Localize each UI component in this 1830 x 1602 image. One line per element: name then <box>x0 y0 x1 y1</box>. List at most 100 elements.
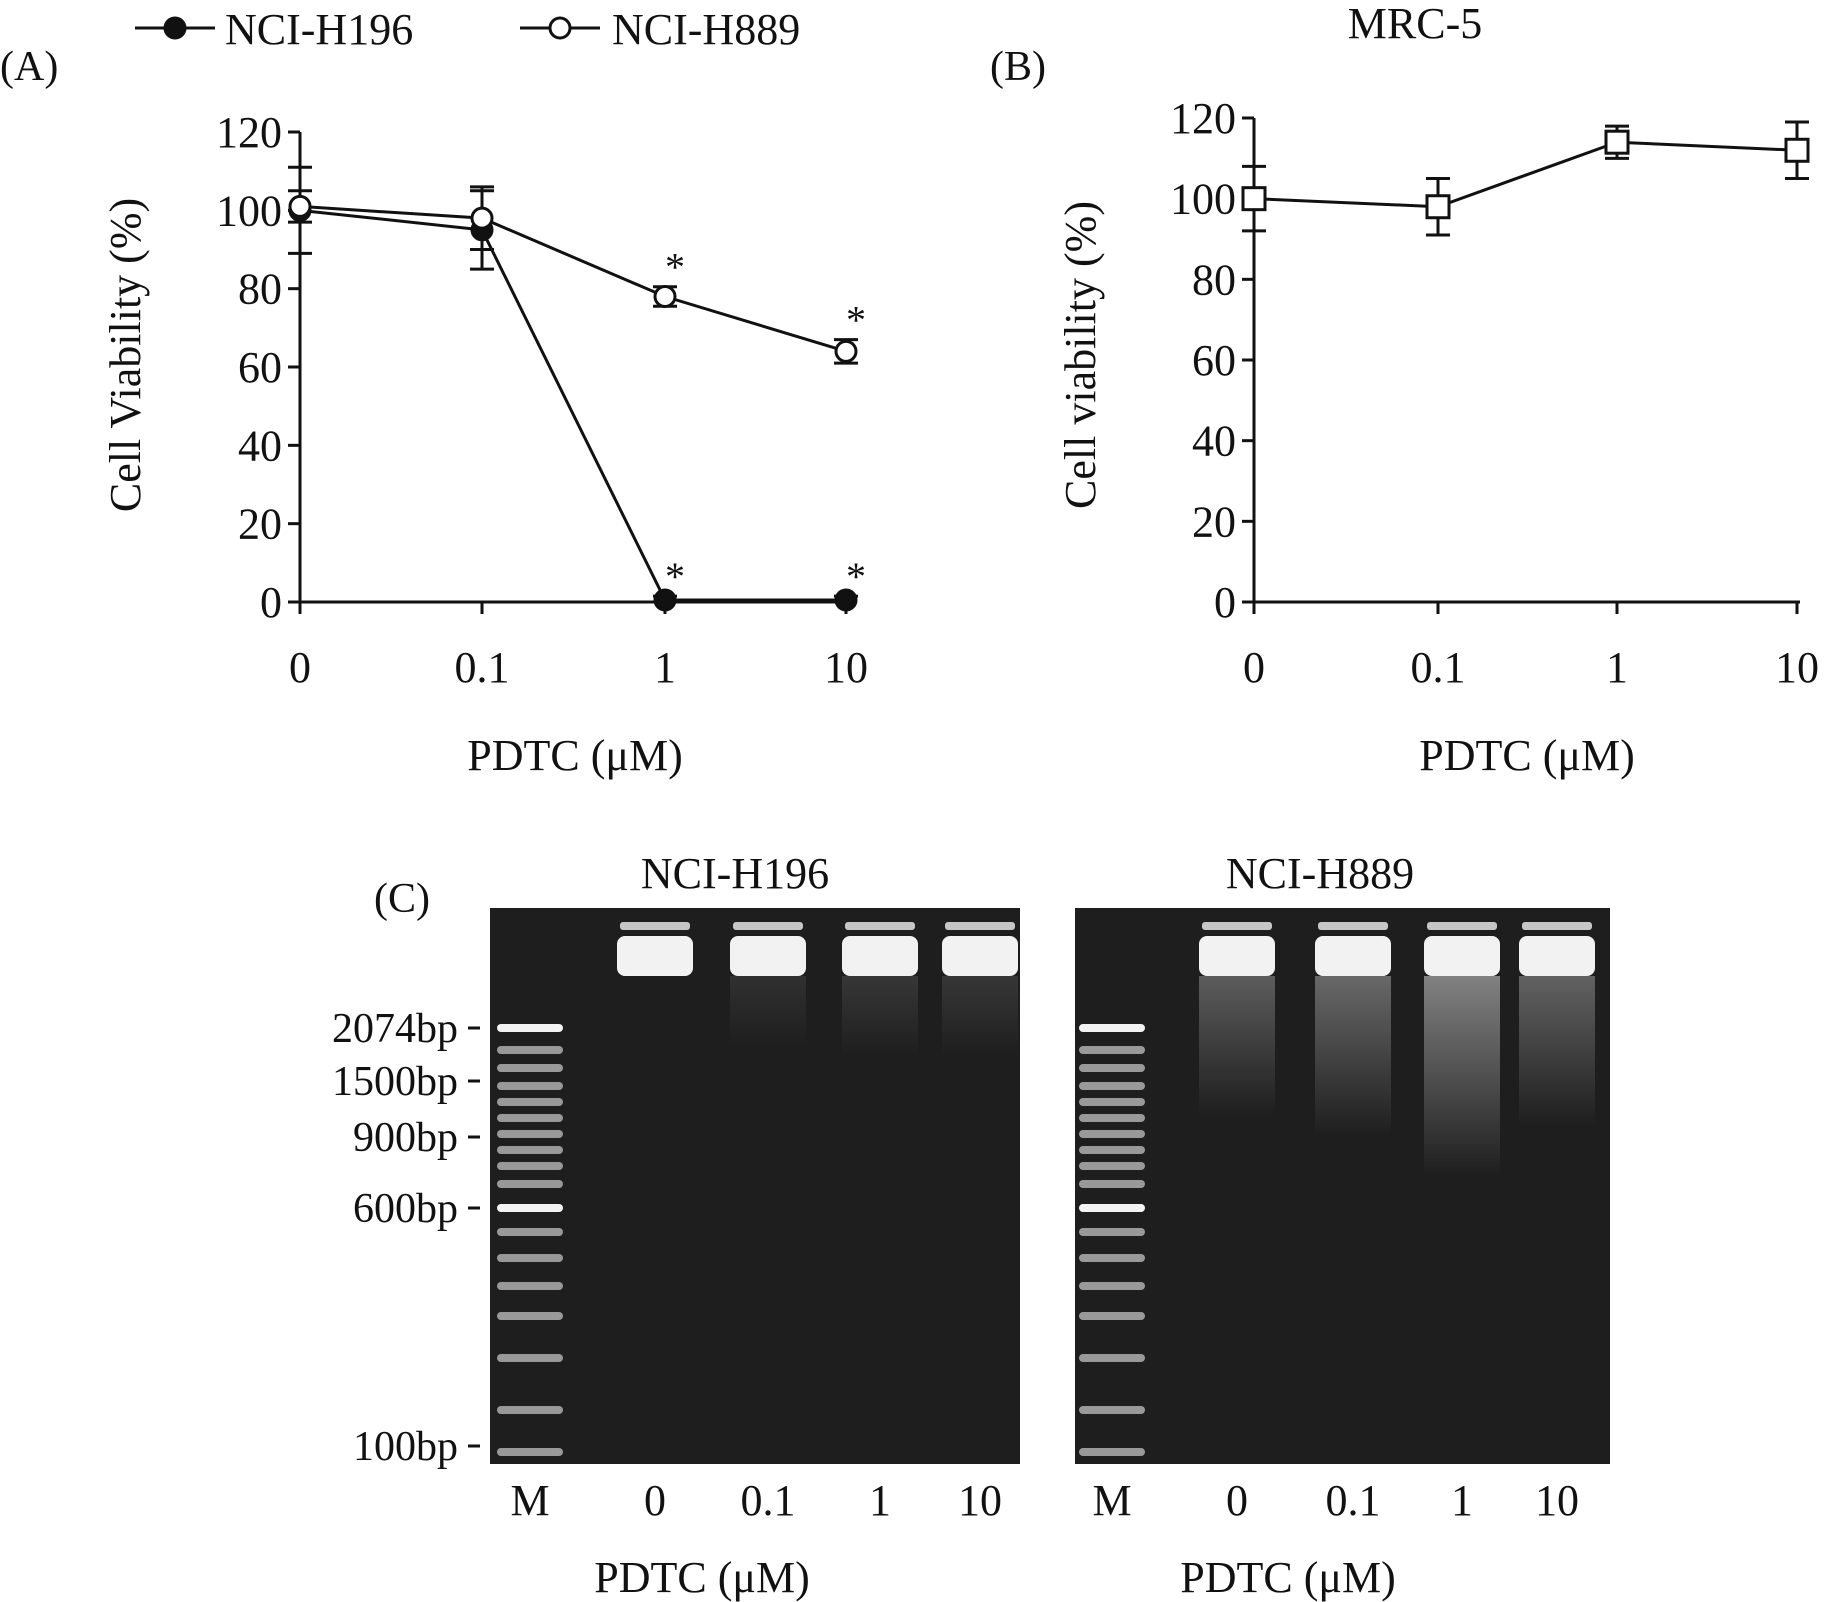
gel-h196-lane-label: 10 <box>958 1476 1002 1525</box>
panel-a-series-nci-h196-significance-star: * <box>665 554 685 599</box>
gel-h196-ladder-band <box>497 1448 563 1456</box>
panel-a-y-tick-label: 20 <box>238 500 282 549</box>
gel-h889-ladder-band <box>1079 1064 1145 1072</box>
gel-h889-ladder-band <box>1079 1146 1145 1154</box>
gel-h196-ladder-band <box>497 1162 563 1170</box>
gel-h196-well-band <box>945 922 1015 930</box>
gel-h196-ladder-band <box>497 1180 563 1188</box>
gel-h196-smear <box>730 976 806 1046</box>
panel-a-series-nci-h889-line <box>299 204 847 353</box>
panel-a-series-nci-h196-point <box>653 588 677 612</box>
gel-h196-genomic-band <box>617 936 693 976</box>
panel-b-y-tick-label: 100 <box>1170 175 1236 224</box>
gel-h889-well-band <box>1427 922 1497 930</box>
gel-h889-smear <box>1424 976 1500 1176</box>
gel-h889-ladder-band <box>1079 1180 1145 1188</box>
panel-b-title: MRC-5 <box>1348 0 1482 48</box>
gel-h889-ladder-band <box>1079 1204 1145 1212</box>
marker-size-label: 2074bp <box>332 1006 458 1052</box>
panel-b-series-mrc-5-point <box>1604 129 1630 155</box>
gel-h196-ladder-band <box>497 1130 563 1138</box>
gel-h196-x-axis-label: PDTC (μM) <box>594 1553 810 1602</box>
gel-h889-genomic-band <box>1315 936 1391 976</box>
panel-a-series-nci-h889-significance-star: * <box>846 298 866 343</box>
gel-h196-lane-label: 0 <box>644 1476 666 1525</box>
gel-h889-genomic-band <box>1519 936 1595 976</box>
gel-h196-genomic-band <box>842 936 918 976</box>
gel-h889-ladder-band <box>1079 1282 1145 1290</box>
panel-a-label: (A) <box>0 44 58 90</box>
panel-b-series-mrc-5-line <box>1253 140 1798 209</box>
panel-b-x-tick-label: 1 <box>1606 643 1628 692</box>
gel-h889-lane-label: 10 <box>1535 1476 1579 1525</box>
panel-b-label: (B) <box>990 44 1046 90</box>
panel-b-series-mrc-5-point <box>1241 186 1267 212</box>
gel-h889-title: NCI-H889 <box>1226 849 1414 898</box>
panel-a-x-tick-label: 1 <box>654 643 676 692</box>
panel-a-y-tick-label: 60 <box>238 343 282 392</box>
legend-marker-h889 <box>548 16 572 40</box>
panel-b-y-tick-label: 60 <box>1192 336 1236 385</box>
gel-h889-ladder-band <box>1079 1162 1145 1170</box>
gel-h889-genomic-band <box>1424 936 1500 976</box>
panel-a-y-tick-label: 100 <box>216 186 282 235</box>
gel-h196-ladder-band <box>497 1204 563 1212</box>
panel-b-y-tick-label: 40 <box>1192 417 1236 466</box>
panel-a: (A) Cell Viability (%) PDTC (μM) 0 20 40 60… <box>0 44 868 780</box>
gel-h889-ladder-band <box>1079 1024 1145 1032</box>
gel-h889-ladder-band <box>1079 1354 1145 1362</box>
gel-h889-well-band <box>1522 922 1592 930</box>
marker-size-label: 900bp <box>353 1115 458 1161</box>
panel-b-y-tick-label: 0 <box>1214 578 1236 627</box>
gel-h196-lane-label: 0.1 <box>741 1476 796 1525</box>
gel-h196-ladder-band <box>497 1024 563 1032</box>
panel-a-series-nci-h889-point <box>653 285 677 308</box>
gel-h889-ladder-band <box>1079 1448 1145 1456</box>
panel-c: (C) NCI-H196 NCI-H889 PDTC (μM) PDTC (μM… <box>332 849 1610 1602</box>
panel-a-series-nci-h889-significance-star: * <box>665 245 685 290</box>
panel-b-x-axis-label: PDTC (μM) <box>1419 731 1635 780</box>
panel-b-x-tick-label: 10 <box>1775 643 1819 692</box>
gel-h196-well-band <box>620 922 690 930</box>
gel-h196-ladder-band <box>497 1406 563 1414</box>
gel-h196-smear <box>842 976 918 1056</box>
panel-b: (B) MRC-5 Cell viability (%) PDTC (μM) 0… <box>990 0 1819 780</box>
gel-h196-ladder-band <box>497 1098 563 1106</box>
gel-h889-well-band <box>1318 922 1388 930</box>
gel-h889-ladder-band <box>1079 1312 1145 1320</box>
panel-a-series-nci-h889-point <box>470 206 494 230</box>
gel-h196-ladder-band <box>497 1354 563 1362</box>
legend: NCI-H196 NCI-H889 <box>135 5 800 54</box>
gel-h889-x-axis-label: PDTC (μM) <box>1180 1553 1396 1602</box>
gel-h196-title: NCI-H196 <box>641 849 829 898</box>
panel-a-series-nci-h196-point <box>834 588 858 612</box>
gel-h196-ladder-band <box>497 1228 563 1236</box>
panel-b-y-tick-label: 80 <box>1192 255 1236 304</box>
panel-b-series-mrc-5-point <box>1784 137 1810 163</box>
gel-h196-well-band <box>733 922 803 930</box>
gel-h889-genomic-band <box>1199 936 1275 976</box>
panel-a-y-tick-label: 120 <box>216 108 282 157</box>
gel-h889-smear <box>1315 976 1391 1136</box>
gel-h889-ladder-band <box>1079 1114 1145 1122</box>
gel-h196-ladder-band <box>497 1254 563 1262</box>
panel-b-y-tick-label: 20 <box>1192 497 1236 546</box>
gel-h196-ladder-band <box>497 1312 563 1320</box>
panel-a-series-nci-h196-line <box>299 208 846 602</box>
gel-h889-lane-label: M <box>1092 1476 1131 1525</box>
gel-h196-ladder-band <box>497 1064 563 1072</box>
panel-b-y-axis-label: Cell viability (%) <box>1056 201 1105 509</box>
legend-label-h889: NCI-H889 <box>612 5 800 54</box>
panel-c-label: (C) <box>374 876 430 922</box>
gel-h196-ladder-band <box>497 1282 563 1290</box>
panel-a-x-tick-label: 0.1 <box>455 643 510 692</box>
panel-a-y-tick-label: 80 <box>238 265 282 314</box>
gel-h196-ladder-band <box>497 1146 563 1154</box>
panel-a-series-nci-h889-point <box>288 194 312 218</box>
gel-h889-lane-label: 1 <box>1451 1476 1473 1525</box>
gel-h889-lane-label: 0.1 <box>1326 1476 1381 1525</box>
panel-a-y-tick-label: 40 <box>238 421 282 470</box>
panel-a-x-tick-label: 10 <box>824 643 868 692</box>
gel-h196-ladder-band <box>497 1114 563 1122</box>
